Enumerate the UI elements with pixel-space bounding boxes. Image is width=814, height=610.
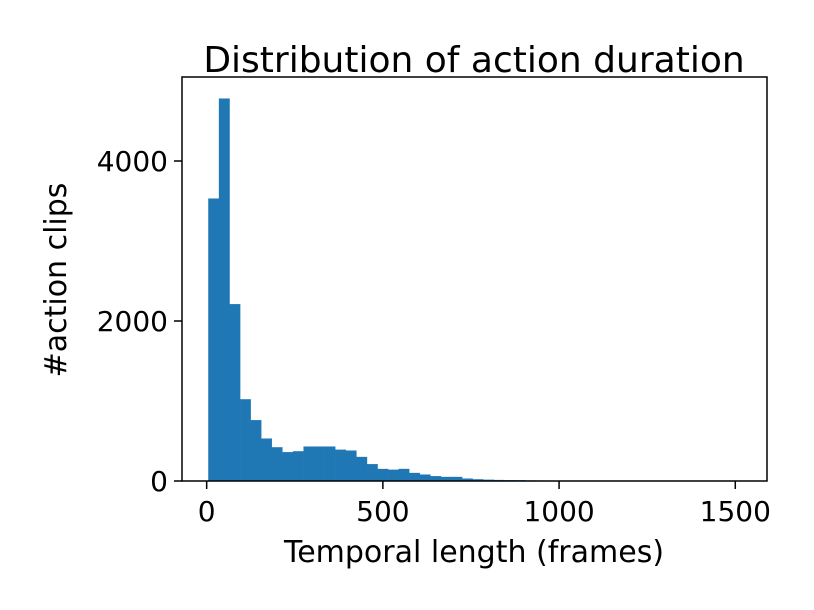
- histogram-bar: [377, 468, 389, 482]
- histogram-bar: [314, 446, 325, 482]
- y-tick-label: 2000: [97, 305, 168, 338]
- x-tick-label: 0: [198, 495, 216, 528]
- x-tick-label: 1500: [700, 495, 771, 528]
- histogram-bars: [208, 98, 738, 482]
- histogram-bar: [409, 472, 421, 482]
- histogram-bar: [335, 449, 347, 482]
- histogram-bar: [271, 447, 283, 482]
- x-axis-ticks: 0 500 1000 1500: [198, 481, 771, 528]
- histogram-bar: [324, 446, 336, 482]
- histogram-bar: [345, 450, 357, 482]
- histogram-bar: [208, 198, 220, 482]
- y-tick-label: 4000: [97, 145, 168, 178]
- x-tick-label: 500: [356, 495, 409, 528]
- histogram-bar: [292, 451, 304, 482]
- histogram-bar: [229, 304, 241, 482]
- histogram-bar: [261, 438, 273, 482]
- histogram-bar: [419, 474, 431, 482]
- histogram-bar: [303, 446, 315, 482]
- histogram-bar: [356, 456, 368, 482]
- plot-frame: [181, 76, 768, 482]
- histogram-bar: [239, 399, 251, 482]
- histogram-bar: [398, 468, 410, 482]
- y-axis-ticks: 0 2000 4000: [97, 145, 182, 498]
- chart-title: Distribution of action duration: [203, 40, 744, 81]
- histogram-bar: [250, 420, 262, 482]
- histogram-bar: [282, 452, 294, 482]
- x-axis-label: Temporal length (frames): [283, 535, 664, 570]
- histogram-bar: [218, 98, 230, 482]
- y-axis-label: #action clips: [39, 183, 74, 378]
- y-tick-label: 0: [150, 465, 168, 498]
- histogram-bar: [366, 464, 378, 482]
- x-tick-label: 1000: [523, 495, 594, 528]
- histogram-bar: [388, 469, 399, 482]
